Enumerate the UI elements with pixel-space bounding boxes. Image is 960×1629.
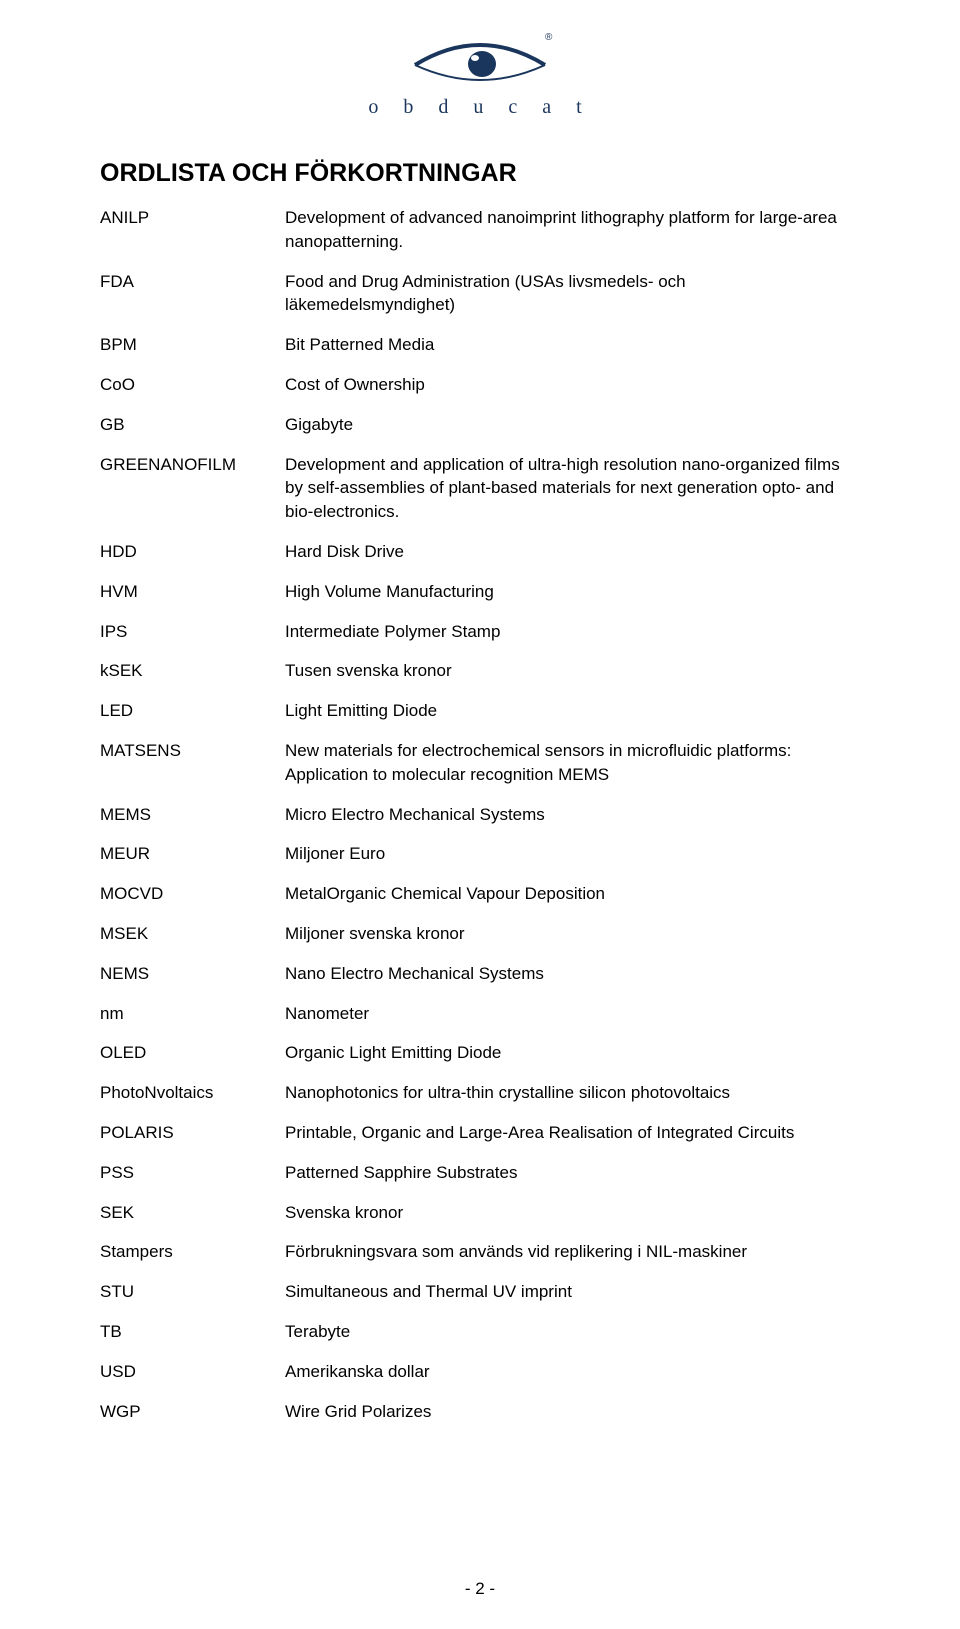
glossary-definition: Nanophotonics for ultra-thin crystalline… [285,1081,860,1105]
glossary-term: POLARIS [100,1121,285,1145]
glossary-term: ANILP [100,206,285,230]
glossary-definition: Nano Electro Mechanical Systems [285,962,860,986]
glossary-definition: Development of advanced nanoimprint lith… [285,206,860,254]
glossary-row: PSSPatterned Sapphire Substrates [100,1161,860,1185]
glossary-definition: Bit Patterned Media [285,333,860,357]
glossary-term: LED [100,699,285,723]
glossary-definition: Svenska kronor [285,1201,860,1225]
glossary-definition: Micro Electro Mechanical Systems [285,803,860,827]
glossary-definition: Wire Grid Polarizes [285,1400,860,1424]
glossary-row: NEMSNano Electro Mechanical Systems [100,962,860,986]
glossary-term: GREENANOFILM [100,453,285,477]
glossary-definition: Hard Disk Drive [285,540,860,564]
glossary-definition: Food and Drug Administration (USAs livsm… [285,270,860,318]
glossary-term: GB [100,413,285,437]
glossary-definition: Cost of Ownership [285,373,860,397]
glossary-row: GREENANOFILMDevelopment and application … [100,453,860,524]
glossary-row: StampersFörbrukningsvara som används vid… [100,1240,860,1264]
glossary-row: STUSimultaneous and Thermal UV imprint [100,1280,860,1304]
glossary-definition: Intermediate Polymer Stamp [285,620,860,644]
logo-text: o b d u c a t [100,96,860,119]
glossary-definition: Tusen svenska kronor [285,659,860,683]
glossary-row: POLARISPrintable, Organic and Large-Area… [100,1121,860,1145]
glossary-term: MEMS [100,803,285,827]
glossary-term: IPS [100,620,285,644]
svg-text:®: ® [545,32,553,43]
glossary-row: CoOCost of Ownership [100,373,860,397]
page-title: ORDLISTA OCH FÖRKORTNINGAR [100,159,860,188]
glossary-row: PhotoNvoltaicsNanophotonics for ultra-th… [100,1081,860,1105]
glossary-term: FDA [100,270,285,294]
glossary-definition: Patterned Sapphire Substrates [285,1161,860,1185]
glossary-list: ANILPDevelopment of advanced nanoimprint… [100,206,860,1423]
glossary-row: HVMHigh Volume Manufacturing [100,580,860,604]
glossary-term: TB [100,1320,285,1344]
glossary-row: MSEKMiljoner svenska kronor [100,922,860,946]
glossary-definition: Development and application of ultra-hig… [285,453,860,524]
glossary-row: LEDLight Emitting Diode [100,699,860,723]
glossary-term: STU [100,1280,285,1304]
glossary-row: SEKSvenska kronor [100,1201,860,1225]
glossary-row: GBGigabyte [100,413,860,437]
glossary-term: HDD [100,540,285,564]
glossary-definition: Förbrukningsvara som används vid replike… [285,1240,860,1264]
glossary-term: USD [100,1360,285,1384]
glossary-row: USDAmerikanska dollar [100,1360,860,1384]
glossary-definition: High Volume Manufacturing [285,580,860,604]
glossary-row: WGPWire Grid Polarizes [100,1400,860,1424]
glossary-row: kSEKTusen svenska kronor [100,659,860,683]
glossary-definition: Terabyte [285,1320,860,1344]
glossary-term: MOCVD [100,882,285,906]
glossary-row: ANILPDevelopment of advanced nanoimprint… [100,206,860,254]
glossary-term: MEUR [100,842,285,866]
glossary-term: BPM [100,333,285,357]
glossary-definition: Gigabyte [285,413,860,437]
glossary-definition: Miljoner Euro [285,842,860,866]
glossary-definition: MetalOrganic Chemical Vapour Deposition [285,882,860,906]
glossary-row: OLEDOrganic Light Emitting Diode [100,1041,860,1065]
glossary-definition: Organic Light Emitting Diode [285,1041,860,1065]
glossary-term: SEK [100,1201,285,1225]
glossary-term: OLED [100,1041,285,1065]
glossary-term: CoO [100,373,285,397]
glossary-term: kSEK [100,659,285,683]
glossary-row: HDDHard Disk Drive [100,540,860,564]
page-number: - 2 - [0,1579,960,1599]
glossary-term: MSEK [100,922,285,946]
glossary-row: MOCVDMetalOrganic Chemical Vapour Deposi… [100,882,860,906]
glossary-term: Stampers [100,1240,285,1264]
logo-eye-icon: ® [405,30,555,90]
glossary-row: nmNanometer [100,1002,860,1026]
glossary-definition: Light Emitting Diode [285,699,860,723]
glossary-term: NEMS [100,962,285,986]
glossary-row: IPSIntermediate Polymer Stamp [100,620,860,644]
glossary-row: MEURMiljoner Euro [100,842,860,866]
glossary-definition: Miljoner svenska kronor [285,922,860,946]
glossary-term: WGP [100,1400,285,1424]
document-page: ® o b d u c a t ORDLISTA OCH FÖRKORTNING… [0,0,960,1629]
glossary-term: MATSENS [100,739,285,763]
glossary-definition: New materials for electrochemical sensor… [285,739,860,787]
glossary-row: TBTerabyte [100,1320,860,1344]
glossary-term: HVM [100,580,285,604]
logo-container: ® o b d u c a t [100,30,860,119]
glossary-definition: Amerikanska dollar [285,1360,860,1384]
glossary-row: FDAFood and Drug Administration (USAs li… [100,270,860,318]
glossary-term: PSS [100,1161,285,1185]
glossary-row: BPMBit Patterned Media [100,333,860,357]
glossary-definition: Nanometer [285,1002,860,1026]
glossary-definition: Printable, Organic and Large-Area Realis… [285,1121,860,1145]
glossary-row: MEMSMicro Electro Mechanical Systems [100,803,860,827]
glossary-term: nm [100,1002,285,1026]
glossary-definition: Simultaneous and Thermal UV imprint [285,1280,860,1304]
glossary-row: MATSENSNew materials for electrochemical… [100,739,860,787]
glossary-term: PhotoNvoltaics [100,1081,285,1105]
